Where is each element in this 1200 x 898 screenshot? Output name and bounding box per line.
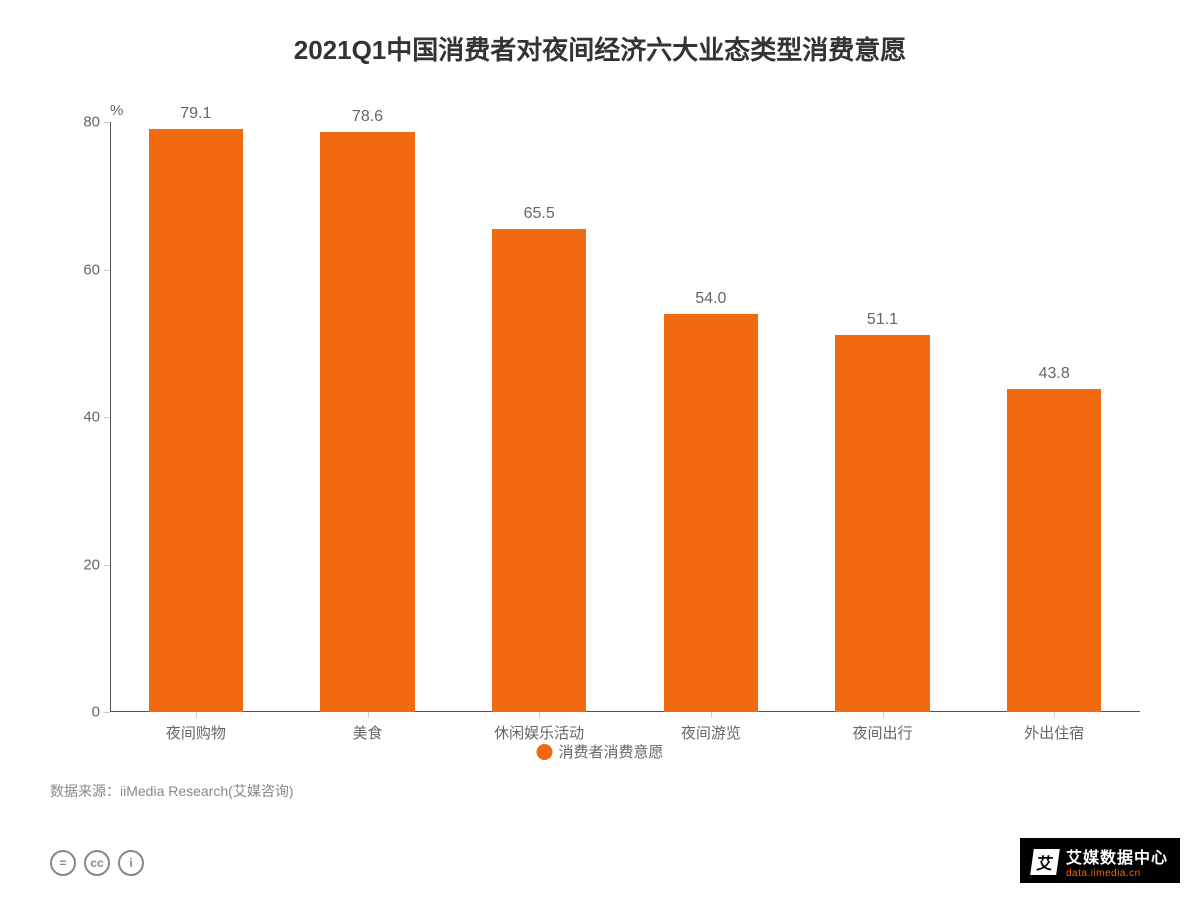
x-tick-label: 美食 [352, 712, 382, 743]
y-tick-label: 40 [83, 409, 110, 426]
chart-title: 2021Q1中国消费者对夜间经济六大业态类型消费意愿 [50, 30, 1150, 67]
license-icons: = cci [50, 850, 144, 876]
y-tick-label: 0 [92, 704, 110, 721]
cc-icon: = [50, 850, 76, 876]
bar-value-label: 54.0 [695, 290, 726, 308]
chart-area: % 02040608079.1夜间购物78.6美食65.5休闲娱乐活动54.0夜… [50, 102, 1140, 712]
plot-region: 02040608079.1夜间购物78.6美食65.5休闲娱乐活动54.0夜间游… [110, 122, 1140, 712]
watermark-main: 艾媒数据中心 [1066, 844, 1168, 868]
data-source: 数据来源：iiMedia Research(艾媒咨询) [50, 781, 293, 801]
legend: 消费者消费意愿 [536, 741, 663, 762]
bar-value-label: 51.1 [867, 311, 898, 329]
cc-icon: cc [84, 850, 110, 876]
bar [149, 129, 243, 712]
legend-swatch [536, 744, 552, 760]
cc-icon: i [118, 850, 144, 876]
x-tick-label: 外出住宿 [1024, 712, 1084, 743]
x-axis-line [110, 711, 1140, 712]
bar [1007, 389, 1101, 712]
y-tick-label: 20 [83, 556, 110, 573]
x-tick-label: 夜间购物 [166, 712, 226, 743]
watermark-icon: 艾 [1030, 849, 1060, 875]
bar [664, 314, 758, 712]
legend-label: 消费者消费意愿 [558, 741, 663, 762]
bar-value-label: 65.5 [524, 205, 555, 223]
bar-value-label: 78.6 [352, 108, 383, 126]
watermark-sub: data.iimedia.cn [1066, 868, 1168, 879]
x-tick-label: 夜间出行 [852, 712, 912, 743]
y-tick-label: 60 [83, 261, 110, 278]
chart-container: 2021Q1中国消费者对夜间经济六大业态类型消费意愿 % 02040608079… [0, 0, 1200, 898]
watermark-badge: 艾 艾媒数据中心 data.iimedia.cn [1020, 838, 1180, 883]
bar [835, 335, 929, 712]
bar-value-label: 43.8 [1039, 365, 1070, 383]
bar-value-label: 79.1 [180, 105, 211, 123]
bar [320, 132, 414, 712]
watermark-text: 艾媒数据中心 data.iimedia.cn [1066, 844, 1168, 879]
y-tick-label: 80 [83, 114, 110, 131]
x-tick-label: 夜间游览 [681, 712, 741, 743]
bar [492, 229, 586, 712]
y-axis-line [110, 122, 111, 712]
x-tick-label: 休闲娱乐活动 [494, 712, 584, 743]
y-unit-label: % [110, 102, 123, 119]
